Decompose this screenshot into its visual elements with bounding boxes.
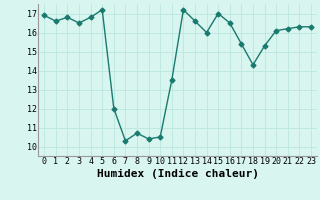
X-axis label: Humidex (Indice chaleur): Humidex (Indice chaleur) [97, 169, 259, 179]
